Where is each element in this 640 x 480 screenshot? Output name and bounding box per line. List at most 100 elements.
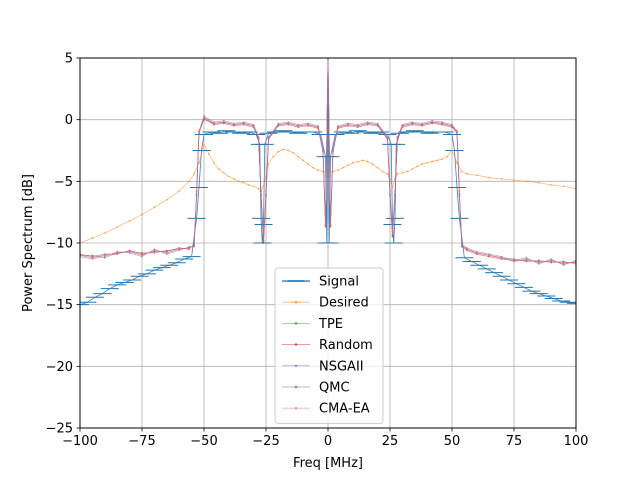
series-point [307,163,310,165]
series-point [475,253,478,256]
legend-entry-label: Desired [319,296,369,311]
series-point [441,121,443,124]
series-point [165,198,168,201]
series-point [267,163,270,165]
series-point [257,187,260,190]
legend-swatch-marker [294,385,298,389]
series-point [128,219,131,222]
series-point [513,259,515,262]
series-point [262,185,265,188]
series-point [262,242,265,244]
series-point [297,124,300,127]
series-point [193,173,195,175]
series-point [242,121,245,124]
series-point [103,256,106,259]
series-point [178,190,181,193]
series-point [327,171,329,174]
series-point [153,249,156,252]
y-tick-label: 5 [65,52,73,67]
series-point [356,124,359,127]
series-point [431,120,434,122]
series-point [91,256,94,259]
series-point [329,223,332,226]
series-point [401,124,404,127]
series-point [351,161,354,164]
series-point [297,155,300,158]
series-point [329,224,332,227]
series-point [376,166,379,169]
series-point [287,149,290,152]
series-point [242,122,245,125]
series-point [252,185,255,188]
series-point [426,161,429,164]
series-point [465,247,468,249]
series-point [267,137,270,140]
series-desired [80,143,576,244]
series-point [141,213,143,216]
series-point [178,248,181,251]
series-point [525,180,528,183]
x-axis-label: Freq [MHz] [293,456,363,471]
series-point [317,124,319,127]
series-point [537,181,540,184]
series-point [252,124,255,127]
series-point [421,123,424,126]
series-point [381,170,384,173]
series-point [366,122,369,125]
series-point [277,123,280,126]
series-point [324,226,327,228]
series-point [208,153,210,156]
y-axis-label: Power Spectrum [dB] [21,174,36,312]
series-point [337,169,339,172]
series-point [222,121,225,124]
series-point [103,254,106,257]
x-tick-label: −75 [128,434,155,449]
series-point [416,165,419,168]
series-point [222,171,225,174]
series-point [562,261,565,264]
series-point [227,175,230,178]
series-point [500,258,503,260]
x-tick-label: −50 [190,434,217,449]
series-point [322,149,324,152]
series-point [475,174,478,177]
series-point [562,263,565,265]
series-point [297,123,300,126]
series-point [165,251,168,254]
series-point [307,124,310,127]
axis-ticks: −100 −75 −50 −25 0 25 50 75 100−25−20−15−10−505 [46,52,589,450]
series-point [550,259,553,262]
series-point [141,251,143,254]
series-point [446,155,448,158]
series-point [537,259,540,262]
series-point [193,244,195,247]
series-point [550,184,553,186]
series-point [232,177,235,180]
series-point [386,173,389,175]
series-point [513,260,515,263]
legend-swatch-marker [294,300,298,304]
legend-entry-label: Signal [319,275,359,290]
series-point [376,123,379,126]
series-point [232,122,235,125]
series-point [356,126,359,128]
series-point [451,149,453,152]
series-point [282,148,285,151]
series-point [441,158,443,161]
series-point [307,122,310,125]
series-point [116,253,119,256]
legend-entry-label: CMA-EA [319,402,370,417]
series-point [421,163,424,165]
series-point [411,168,414,170]
series-point [356,160,359,163]
series-point [475,250,478,253]
series-point [165,253,168,256]
y-tick-label: −15 [46,298,73,313]
series-point [441,122,443,125]
series-point [391,234,394,237]
series-point [188,180,191,183]
series-point [272,155,275,158]
series-point [91,258,94,260]
series-point [411,123,414,126]
